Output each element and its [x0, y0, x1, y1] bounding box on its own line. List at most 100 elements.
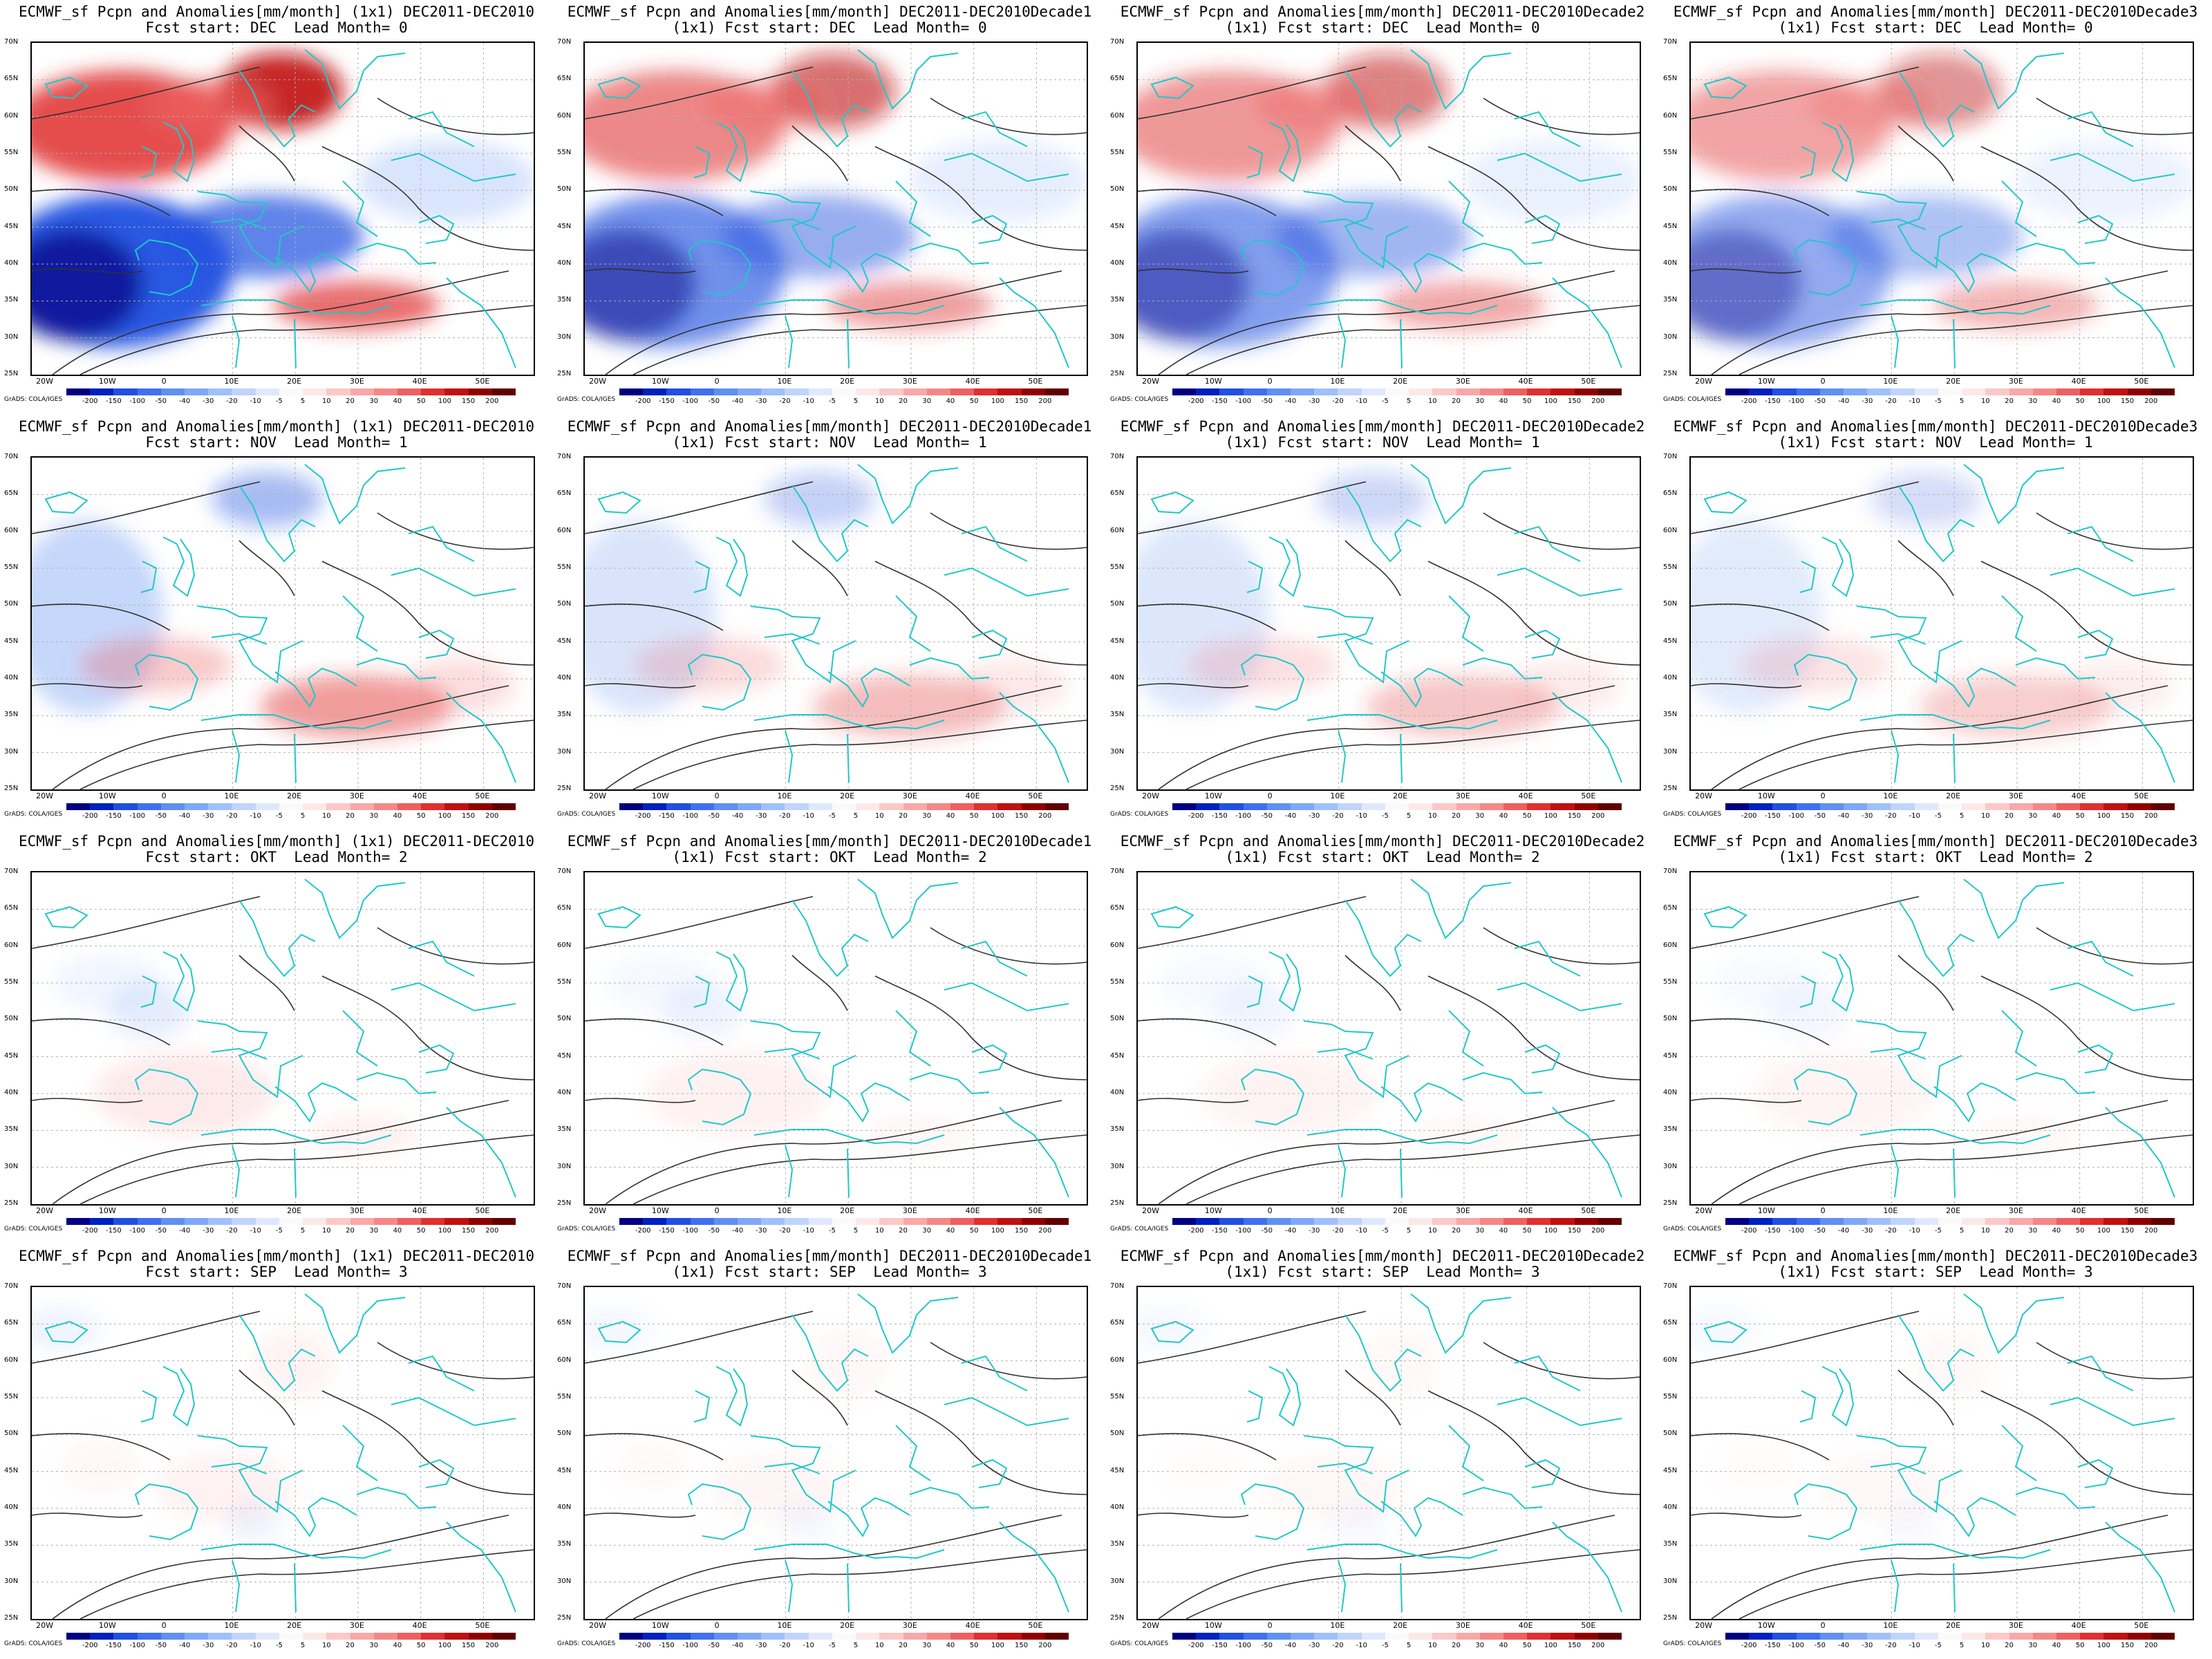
colorbar-label: -10 — [803, 1227, 814, 1235]
colorbar-label: 5 — [1959, 812, 1965, 820]
lon-tick-label: 30E — [902, 1206, 917, 1215]
lat-tick-label: 30N — [4, 747, 19, 756]
colorbar-swatch — [1243, 1218, 1268, 1225]
colorbar-label: -5 — [828, 812, 836, 820]
lat-tick-label: 60N — [1663, 941, 1678, 949]
colorbar-label: 30 — [1475, 397, 1485, 405]
lat-tick-label: 55N — [557, 149, 572, 156]
lat-tick-label: 45N — [4, 1466, 19, 1474]
colorbar-label: -200 — [82, 812, 98, 820]
colorbar-label: -200 — [1188, 812, 1204, 820]
colorbar-swatch — [1985, 803, 2010, 810]
colorbar-label: 30 — [1475, 1642, 1485, 1649]
lon-tick-label: 30E — [2008, 377, 2023, 386]
lat-tick-label: 25N — [557, 1199, 572, 1207]
colorbar-swatch — [926, 1218, 951, 1225]
lat-tick-label: 65N — [1663, 904, 1678, 912]
colorbar-label: -40 — [731, 812, 744, 820]
colorbar-label: 50 — [416, 1642, 426, 1649]
colorbar-swatch — [2009, 803, 2034, 810]
colorbar-swatch — [90, 803, 114, 810]
colorbar-swatch — [1796, 1218, 1821, 1225]
colorbar-label: 30 — [369, 1642, 379, 1649]
lat-tick-label: 65N — [1110, 75, 1125, 83]
colorbar-swatch — [832, 1633, 856, 1640]
colorbar-swatch — [255, 1633, 280, 1640]
lat-tick-label: 40N — [1663, 674, 1678, 682]
colorbar-swatch — [997, 388, 1022, 395]
lat-tick-label: 65N — [1663, 75, 1678, 83]
colorbar-label: 150 — [2121, 812, 2135, 820]
colorbar-swatch — [974, 388, 998, 395]
colorbar-swatch — [160, 1633, 185, 1640]
lon-tick-label: 20W — [589, 791, 607, 800]
colorbar-swatch — [2080, 1218, 2104, 1225]
colorbar-label: 5 — [300, 1227, 306, 1235]
colorbar-label: 100 — [991, 812, 1004, 820]
colorbar-swatch — [2103, 1218, 2128, 1225]
colorbar-swatch — [1844, 1218, 1868, 1225]
lat-tick-label: 35N — [1110, 711, 1125, 719]
colorbar-label: 30 — [922, 812, 932, 820]
lat-tick-label: 25N — [1110, 1614, 1125, 1622]
colorbar-swatch — [1196, 803, 1220, 810]
colorbar-swatch — [1574, 1633, 1599, 1640]
colorbar-label: 40 — [393, 812, 402, 820]
lat-tick-label: 30N — [557, 1577, 572, 1585]
lon-tick-label: 50E — [2134, 377, 2149, 386]
colorbar-swatch — [619, 803, 644, 810]
colorbar-label: -200 — [1188, 1227, 1204, 1235]
colorbar-swatch — [1819, 1218, 1844, 1225]
lon-tick-label: 10E — [1330, 1621, 1345, 1630]
lat-tick-label: 55N — [1663, 563, 1678, 571]
colorbar-swatch — [761, 803, 785, 810]
colorbar-swatch — [1597, 1633, 1622, 1640]
colorbar-swatch — [208, 1218, 232, 1225]
colorbar-label: -5 — [275, 1642, 283, 1649]
lat-tick-label: 60N — [4, 526, 19, 534]
forecast-panel: ECMWF_sf Pcpn and Anomalies[mm/month] DE… — [553, 0, 1106, 415]
colorbar-label: -100 — [682, 1642, 698, 1649]
lon-tick-label: 10E — [1330, 791, 1345, 800]
colorbar-swatch — [1021, 388, 1046, 395]
lon-tick-label: 40E — [1518, 791, 1533, 800]
colorbar-swatch — [1456, 388, 1481, 395]
panel-subtitle: Fcst start: OKT Lead Month= 2 — [145, 849, 408, 865]
colorbar-label: 20 — [2005, 397, 2014, 405]
colorbar-swatch — [113, 1633, 138, 1640]
lat-tick-label: 45N — [1110, 222, 1125, 230]
colorbar-swatch — [1503, 1218, 1528, 1225]
anomaly-map — [1136, 41, 1641, 376]
panel-title: ECMWF_sf Pcpn and Anomalies[mm/month] DE… — [1673, 833, 2198, 850]
colorbar-swatch — [1796, 388, 1821, 395]
map-canvas — [1691, 1287, 2193, 1619]
colorbar-label: 30 — [369, 1227, 379, 1235]
colorbar-label: -40 — [178, 397, 191, 405]
lat-tick-label: 45N — [1663, 637, 1678, 645]
colorbar-label: 10 — [1427, 1227, 1437, 1235]
colorbar-swatch — [160, 388, 185, 395]
lon-tick-label: 0 — [714, 377, 720, 386]
panel-title: ECMWF_sf Pcpn and Anomalies[mm/month] DE… — [1673, 1248, 2198, 1264]
colorbar-label: 50 — [969, 812, 979, 820]
colorbar-swatch — [879, 803, 904, 810]
lon-tick-label: 40E — [412, 377, 427, 386]
panel-title: ECMWF_sf Pcpn and Anomalies[mm/month] DE… — [1120, 418, 1645, 435]
colorbar-label: -10 — [1356, 1642, 1367, 1649]
lat-tick-label: 45N — [4, 1051, 19, 1060]
colorbar-swatch — [1432, 1633, 1457, 1640]
lon-tick-label: 30E — [349, 1206, 364, 1215]
colorbar-label: -50 — [1261, 812, 1273, 820]
panel-subtitle: Fcst start: SEP Lead Month= 3 — [145, 1264, 408, 1280]
lon-tick-label: 40E — [412, 1206, 427, 1215]
lat-tick-label: 70N — [1110, 1282, 1125, 1290]
colorbar-swatch — [66, 388, 91, 395]
lat-tick-label: 55N — [1663, 978, 1678, 986]
colorbar-swatch — [1219, 803, 1244, 810]
colorbar-swatch — [350, 1218, 375, 1225]
colorbar-label: 20 — [1452, 397, 1461, 405]
colorbar-label: -10 — [1356, 1227, 1367, 1235]
lat-tick-label: 35N — [557, 1125, 572, 1134]
colorbar-label: 40 — [946, 812, 955, 820]
lat-tick-label: 60N — [1663, 1356, 1678, 1364]
